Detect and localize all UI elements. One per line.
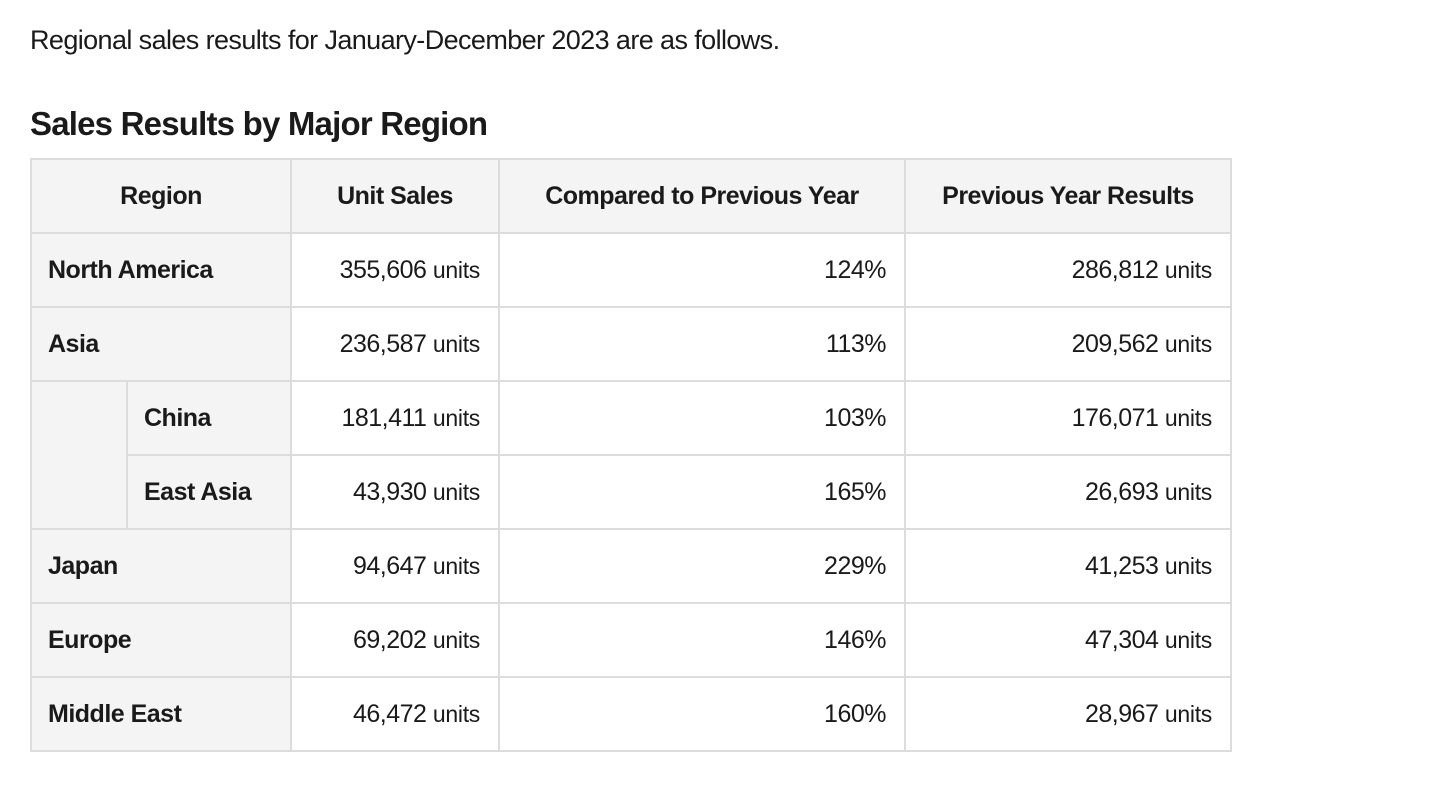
unit-suffix: units <box>432 552 480 579</box>
compared-cell: 124% <box>498 232 906 308</box>
unit-suffix: units <box>1164 256 1212 283</box>
table-row: China 181,411 units 103% 176,071 units <box>30 380 1232 530</box>
unit-sales-value: 181,411 <box>341 403 427 432</box>
section-title: Sales Results by Major Region <box>30 105 488 142</box>
previous-cell: 41,253 units <box>904 528 1232 604</box>
previous-cell: 28,967 units <box>904 676 1232 752</box>
sub-region-indent <box>30 380 128 530</box>
table-row: Japan 94,647 units 229% 41,253 units <box>30 528 1232 604</box>
unit-suffix: units <box>1164 552 1212 579</box>
header-compared: Compared to Previous Year <box>498 158 906 234</box>
unit-suffix: units <box>1164 404 1212 431</box>
sub-region-name: China <box>126 380 292 456</box>
unit-suffix: units <box>1164 626 1212 653</box>
header-previous: Previous Year Results <box>904 158 1232 234</box>
compared-cell: 113% <box>498 306 906 382</box>
previous-value: 26,693 <box>1084 477 1159 506</box>
unit-sales-value: 236,587 <box>339 329 427 358</box>
header-unit-sales: Unit Sales <box>290 158 500 234</box>
unit-sales-value: 46,472 <box>352 699 427 728</box>
unit-sales-cell: 236,587 units <box>290 306 500 382</box>
unit-sales-cell: 46,472 units <box>290 676 500 752</box>
previous-cell: 286,812 units <box>904 232 1232 308</box>
table-row: East Asia 43,930 units 165% 26,693 units <box>31 454 1232 530</box>
table-row: Asia 236,587 units 113% 209,562 units <box>30 306 1232 382</box>
unit-suffix: units <box>432 404 480 431</box>
region-name: Europe <box>30 602 292 678</box>
unit-sales-value: 43,930 <box>352 477 427 506</box>
intro-text: Regional sales results for January-Decem… <box>30 25 780 55</box>
unit-suffix: units <box>432 478 480 505</box>
unit-sales-cell: 69,202 units <box>290 602 500 678</box>
table-header-row: Region Unit Sales Compared to Previous Y… <box>30 158 1232 234</box>
compared-cell: 160% <box>498 676 906 752</box>
previous-cell: 26,693 units <box>904 454 1232 530</box>
sales-table: Region Unit Sales Compared to Previous Y… <box>30 158 1232 752</box>
region-name: Asia <box>30 306 292 382</box>
compared-cell: 165% <box>498 454 906 530</box>
previous-cell: 209,562 units <box>904 306 1232 382</box>
previous-cell: 47,304 units <box>904 602 1232 678</box>
unit-sales-cell: 181,411 units <box>290 380 500 456</box>
unit-sales-value: 94,647 <box>352 551 427 580</box>
sub-region-name: East Asia <box>126 454 292 530</box>
table-row: Middle East 46,472 units 160% 28,967 uni… <box>30 676 1232 752</box>
previous-value: 286,812 <box>1071 255 1159 284</box>
unit-suffix: units <box>1164 478 1212 505</box>
unit-suffix: units <box>1164 330 1212 357</box>
header-region: Region <box>30 158 292 234</box>
region-name: Japan <box>30 528 292 604</box>
unit-sales-cell: 43,930 units <box>290 454 500 530</box>
unit-sales-value: 355,606 <box>339 255 427 284</box>
unit-sales-cell: 94,647 units <box>290 528 500 604</box>
previous-value: 209,562 <box>1071 329 1159 358</box>
table-row: Europe 69,202 units 146% 47,304 units <box>30 602 1232 678</box>
unit-suffix: units <box>432 626 480 653</box>
region-name: North America <box>30 232 292 308</box>
previous-value: 28,967 <box>1084 699 1159 728</box>
previous-value: 47,304 <box>1084 625 1159 654</box>
compared-cell: 103% <box>498 380 906 456</box>
previous-value: 41,253 <box>1084 551 1159 580</box>
region-name: Middle East <box>30 676 292 752</box>
compared-cell: 146% <box>498 602 906 678</box>
unit-suffix: units <box>432 330 480 357</box>
unit-suffix: units <box>432 256 480 283</box>
unit-suffix: units <box>1164 700 1212 727</box>
previous-cell: 176,071 units <box>904 380 1232 456</box>
table-row: North America 355,606 units 124% 286,812… <box>30 232 1232 308</box>
unit-sales-cell: 355,606 units <box>290 232 500 308</box>
unit-suffix: units <box>432 700 480 727</box>
unit-sales-value: 69,202 <box>352 625 427 654</box>
previous-value: 176,071 <box>1071 403 1159 432</box>
compared-cell: 229% <box>498 528 906 604</box>
